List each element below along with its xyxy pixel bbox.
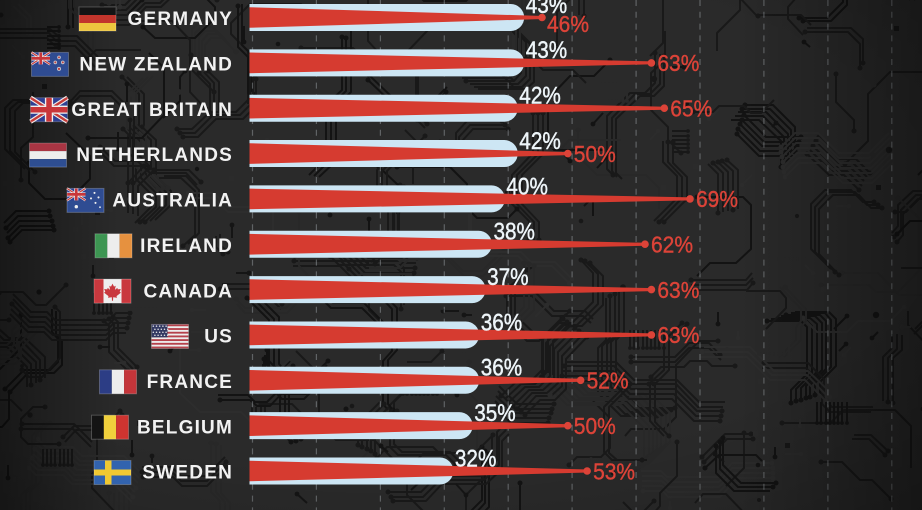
svg-text:IRELAND: IRELAND	[140, 236, 233, 257]
svg-text:63%: 63%	[657, 277, 699, 303]
svg-text:52%: 52%	[587, 368, 629, 394]
svg-text:36%: 36%	[481, 309, 523, 336]
svg-text:53%: 53%	[593, 458, 635, 484]
svg-text:32%: 32%	[455, 445, 497, 472]
svg-text:BELGIUM: BELGIUM	[137, 417, 233, 438]
svg-text:43%: 43%	[526, 37, 568, 64]
svg-text:38%: 38%	[494, 219, 536, 246]
svg-text:50%: 50%	[574, 141, 616, 167]
svg-text:46%: 46%	[547, 11, 589, 37]
svg-text:CANADA: CANADA	[143, 281, 233, 302]
svg-text:63%: 63%	[657, 50, 699, 76]
svg-text:42%: 42%	[519, 83, 561, 110]
svg-text:43%: 43%	[526, 0, 568, 19]
svg-text:35%: 35%	[474, 400, 516, 427]
svg-text:NEW ZEALAND: NEW ZEALAND	[79, 55, 233, 76]
svg-text:36%: 36%	[481, 355, 523, 382]
svg-text:42%: 42%	[519, 128, 561, 155]
svg-text:NETHERLANDS: NETHERLANDS	[76, 145, 233, 166]
svg-text:SWEDEN: SWEDEN	[142, 463, 233, 484]
svg-text:63%: 63%	[657, 322, 699, 348]
svg-text:65%: 65%	[670, 96, 712, 122]
svg-text:40%: 40%	[506, 173, 548, 200]
svg-text:37%: 37%	[487, 264, 528, 291]
svg-text:GREAT BRITAIN: GREAT BRITAIN	[71, 100, 233, 121]
svg-text:AUSTRALIA: AUSTRALIA	[112, 191, 233, 212]
svg-text:69%: 69%	[696, 186, 738, 212]
svg-text:50%: 50%	[574, 413, 616, 439]
svg-text:US: US	[204, 327, 233, 348]
svg-text:62%: 62%	[651, 232, 693, 258]
svg-text:FRANCE: FRANCE	[147, 372, 233, 393]
svg-text:GERMANY: GERMANY	[127, 9, 233, 30]
